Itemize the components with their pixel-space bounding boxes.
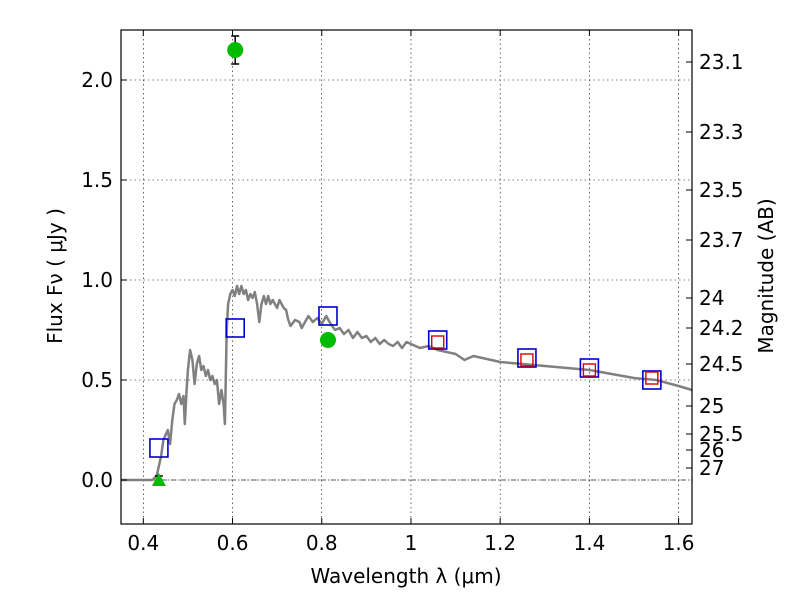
mag-tick-label: 23.3: [699, 120, 744, 144]
x-tick-label: 1.6: [663, 531, 695, 555]
upper-limit-marker: [151, 473, 166, 486]
model-photometry-square: [318, 306, 338, 326]
mag-tick-label: 23.5: [699, 178, 744, 202]
model-photometry-square: [579, 358, 600, 378]
axis-ticks: 0.4 0.6 0.8 1 1.2 1.4 1.6 0.0 0.5 1.0 1.5 2.0 23.1 23…: [81, 30, 744, 555]
y-axis-label: Flux Fν ( μJy ): [43, 208, 67, 344]
mag-tick-label: 23.1: [699, 50, 744, 74]
model-photometry-square: [517, 348, 537, 368]
x-tick-label: 0.8: [306, 531, 338, 555]
synthetic-photometry-square: [520, 353, 534, 367]
mag-tick-label: 26: [699, 438, 724, 462]
x-tick-label: 0.4: [127, 531, 159, 555]
observed-point: [319, 332, 336, 348]
observed-point: [227, 42, 244, 58]
x-axis-label: Wavelength λ (μm): [310, 564, 501, 588]
mag-tick-label: 23.7: [699, 228, 744, 252]
synthetic-photometry-square: [582, 363, 597, 377]
y-tick-label: 0.5: [81, 368, 113, 392]
y-tick-label: 0.0: [81, 468, 113, 492]
grid: [121, 30, 692, 524]
synthetic-photometry-square: [645, 371, 659, 385]
model-spectrum: [121, 284, 693, 482]
mag-tick-label: 24.5: [699, 352, 744, 376]
data-marks: [149, 35, 662, 486]
y-tick-label: 1.0: [81, 268, 113, 292]
x-tick-label: 1.2: [484, 531, 516, 555]
model-photometry-square: [149, 438, 169, 458]
y2-axis-label: Magnitude (AB): [754, 198, 778, 353]
mag-tick-label: 25: [699, 394, 724, 418]
mag-tick-label: 25.5: [699, 422, 744, 446]
y-tick-label: 1.5: [81, 168, 113, 192]
mag-tick-label: 24.2: [699, 316, 744, 340]
x-tick-label: 0.6: [217, 531, 249, 555]
model-photometry-square: [225, 318, 245, 338]
x-tick-label: 1: [405, 531, 418, 555]
model-spectrum-line: [121, 284, 693, 482]
synthetic-photometry-square: [431, 335, 445, 349]
y-tick-label: 2.0: [81, 68, 113, 92]
mag-tick-label: 24: [699, 286, 724, 310]
plot-frame: [120, 29, 693, 525]
model-photometry-square: [427, 330, 448, 350]
mag-tick-label: 27: [699, 456, 724, 480]
model-photometry-square: [642, 370, 662, 390]
x-tick-label: 1.4: [573, 531, 605, 555]
